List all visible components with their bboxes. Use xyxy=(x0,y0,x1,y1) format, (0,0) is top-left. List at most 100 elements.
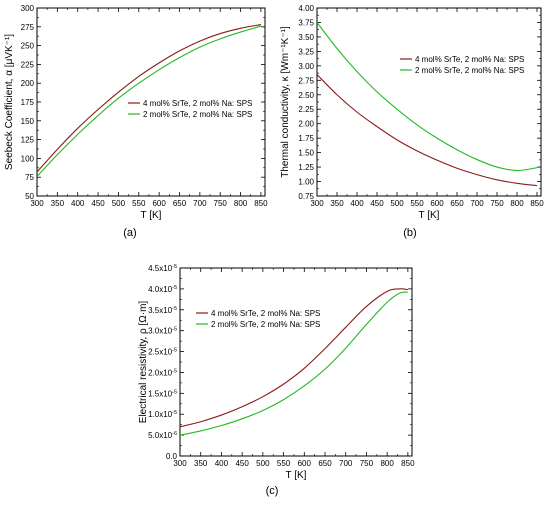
y-tick-label: 100 xyxy=(21,154,35,163)
x-axis-label: T [K] xyxy=(141,210,162,221)
x-tick-label: 650 xyxy=(450,199,464,208)
series-line-2 xyxy=(37,25,262,177)
y-tick-label: 50 xyxy=(25,192,34,201)
series-line-1 xyxy=(37,23,262,173)
legend-entry: 2 mol% SrTe, 2 mol% Na: SPS xyxy=(415,66,524,75)
y-tick-label: 0.75 xyxy=(298,192,314,201)
x-tick-label: 650 xyxy=(173,199,187,208)
x-tick-label: 400 xyxy=(71,199,85,208)
series-line-1 xyxy=(317,74,538,187)
x-tick-label: 850 xyxy=(254,199,268,208)
y-tick-exponent: -6 xyxy=(172,431,177,437)
x-tick-label: 850 xyxy=(401,459,415,468)
y-tick-label: 3.25 xyxy=(298,47,314,56)
legend-entry: 2 mol% SrTe, 2 mol% Na: SPS xyxy=(211,320,320,329)
x-tick-label: 450 xyxy=(235,459,249,468)
x-tick-label: 300 xyxy=(310,199,324,208)
y-tick-label: 200 xyxy=(21,79,35,88)
panel-2: 300 350 400 450 500 550 600 650 700 750 800 850 0.75… xyxy=(280,4,544,239)
y-tick-label: 3.0x10-5 xyxy=(148,327,177,336)
y-tick-exponent: -5 xyxy=(172,348,177,354)
y-tick-mantissa: 3.0x10 xyxy=(148,327,173,336)
y-tick-mantissa: 5.0x10 xyxy=(148,431,173,440)
y-tick-label: 1.75 xyxy=(298,134,314,143)
y-tick-label: 1.0x10-5 xyxy=(148,410,177,419)
x-tick-label: 850 xyxy=(530,199,544,208)
x-tick-label: 300 xyxy=(173,459,187,468)
y-tick-label: 1.25 xyxy=(298,163,314,172)
y-tick-label: 4.0x10-5 xyxy=(148,285,177,294)
x-tick-label: 700 xyxy=(193,199,207,208)
x-tick-label: 550 xyxy=(277,459,291,468)
y-tick-label: 125 xyxy=(21,136,35,145)
x-axis-label: T [K] xyxy=(419,210,440,221)
legend-entry: 2 mol% SrTe, 2 mol% Na: SPS xyxy=(143,110,252,119)
y-tick-mantissa: 2.5x10 xyxy=(148,348,173,357)
y-tick-exponent: -5 xyxy=(172,327,177,333)
y-tick-mantissa: 1.5x10 xyxy=(148,389,173,398)
x-tick-label: 400 xyxy=(215,459,229,468)
x-tick-label: 350 xyxy=(51,199,65,208)
y-tick-label: 2.00 xyxy=(298,120,314,129)
y-axis-label: Thermal conductivity, κ [Wm⁻¹K⁻¹] xyxy=(280,26,291,178)
series-line-2 xyxy=(180,291,408,436)
x-tick-label: 550 xyxy=(132,199,146,208)
panel-3: 300 350 400 450 500 550 600 650 700 750 800 850 0.0 5… xyxy=(138,264,415,497)
y-tick-label: 2.0x10-5 xyxy=(148,368,177,377)
y-tick-label: 1.5x10-5 xyxy=(148,389,177,398)
x-tick-label: 750 xyxy=(490,199,504,208)
x-tick-label: 750 xyxy=(360,459,374,468)
x-tick-label: 600 xyxy=(298,459,312,468)
x-tick-label: 450 xyxy=(91,199,105,208)
y-tick-label: 2.50 xyxy=(298,91,314,100)
x-tick-label: 300 xyxy=(30,199,44,208)
y-tick-label: 0.0 xyxy=(166,452,178,461)
x-tick-label: 450 xyxy=(370,199,384,208)
panel-label: (b) xyxy=(403,227,416,239)
y-tick-label: 4.5x10-5 xyxy=(148,264,177,273)
series-line-2 xyxy=(317,22,538,172)
y-tick-exponent: -5 xyxy=(172,285,177,291)
plot-frame xyxy=(316,7,542,197)
legend-entry: 4 mol% SrTe, 2 mol% Na: SPS xyxy=(143,99,252,108)
y-tick-mantissa: 1.0x10 xyxy=(148,410,173,419)
x-tick-label: 500 xyxy=(390,199,404,208)
x-tick-label: 700 xyxy=(470,199,484,208)
x-tick-label: 600 xyxy=(152,199,166,208)
y-tick-exponent: -5 xyxy=(172,306,177,312)
y-tick-mantissa: 0.0 xyxy=(166,452,178,461)
y-tick-label: 4.00 xyxy=(298,4,314,13)
y-tick-mantissa: 4.5x10 xyxy=(148,264,173,273)
x-tick-label: 500 xyxy=(256,459,270,468)
y-axis-label: Seebeck Coefficient, α [μVK⁻¹] xyxy=(4,34,15,170)
y-tick-label: 3.50 xyxy=(298,33,314,42)
y-tick-label: 2.25 xyxy=(298,105,314,114)
panel-label: (a) xyxy=(123,227,136,239)
x-tick-label: 500 xyxy=(112,199,126,208)
y-tick-label: 275 xyxy=(21,23,35,32)
y-axis-label: Electrical resistivity, ρ [Ω·m] xyxy=(138,301,149,424)
legend-entry: 4 mol% SrTe, 2 mol% Na: SPS xyxy=(415,55,524,64)
x-tick-label: 750 xyxy=(214,199,228,208)
panel-1: 300 350 400 450 500 550 600 650 700 750 800 850 50 75… xyxy=(4,4,268,239)
y-tick-exponent: -5 xyxy=(172,368,177,374)
y-tick-label: 2.75 xyxy=(298,76,314,85)
y-tick-label: 1.50 xyxy=(298,149,314,158)
x-tick-label: 350 xyxy=(194,459,208,468)
y-tick-label: 3.75 xyxy=(298,18,314,27)
legend-entry: 4 mol% SrTe, 2 mol% Na: SPS xyxy=(211,309,320,318)
y-tick-label: 150 xyxy=(21,117,35,126)
x-tick-label: 550 xyxy=(410,199,424,208)
y-tick-label: 5.0x10-6 xyxy=(148,431,177,440)
y-tick-label: 3.5x10-5 xyxy=(148,306,177,315)
panel-label: (c) xyxy=(266,485,279,497)
y-tick-exponent: -5 xyxy=(172,389,177,395)
x-tick-label: 400 xyxy=(350,199,364,208)
y-tick-label: 300 xyxy=(21,4,35,13)
y-tick-label: 225 xyxy=(21,60,35,69)
x-tick-label: 700 xyxy=(339,459,353,468)
y-tick-label: 2.5x10-5 xyxy=(148,348,177,357)
y-tick-label: 1.00 xyxy=(298,178,314,187)
y-tick-label: 75 xyxy=(25,173,34,182)
